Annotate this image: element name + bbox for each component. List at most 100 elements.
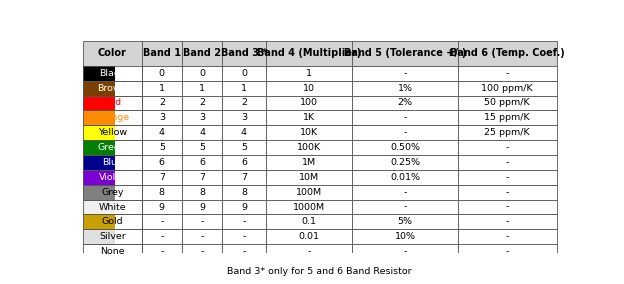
Text: 3: 3 <box>241 113 247 122</box>
Bar <box>115 140 142 155</box>
Text: 3: 3 <box>199 113 205 122</box>
Bar <box>182 214 222 229</box>
Bar <box>83 200 115 214</box>
Bar <box>266 170 353 185</box>
Bar <box>182 140 222 155</box>
Bar <box>142 244 182 259</box>
Bar <box>83 110 142 125</box>
Bar <box>115 185 142 200</box>
Text: Blue: Blue <box>102 158 123 167</box>
Bar <box>353 214 457 229</box>
Text: 100K: 100K <box>297 143 321 152</box>
Bar <box>83 229 115 244</box>
Bar <box>457 41 557 66</box>
Bar <box>83 214 142 229</box>
Bar <box>222 81 266 95</box>
Bar <box>182 66 222 81</box>
Text: -: - <box>403 188 407 197</box>
Text: 7: 7 <box>199 173 205 182</box>
Text: White: White <box>99 202 126 212</box>
Bar <box>353 81 457 95</box>
Bar <box>266 214 353 229</box>
Bar <box>222 110 266 125</box>
Bar <box>266 185 353 200</box>
Text: 1M: 1M <box>302 158 316 167</box>
Text: 0.25%: 0.25% <box>390 158 420 167</box>
Text: -: - <box>403 113 407 122</box>
Text: Violet: Violet <box>99 173 125 182</box>
Text: Band 5 (Tolerance +/-): Band 5 (Tolerance +/-) <box>344 48 466 58</box>
Bar <box>266 110 353 125</box>
Bar <box>353 125 457 140</box>
Bar <box>182 155 222 170</box>
Bar <box>83 66 142 81</box>
Text: 25 ppm/K: 25 ppm/K <box>484 128 530 137</box>
Text: 15 ppm/K: 15 ppm/K <box>484 113 530 122</box>
Bar <box>83 95 142 110</box>
Bar <box>457 229 557 244</box>
Text: 2: 2 <box>199 99 205 107</box>
Bar <box>266 125 353 140</box>
Text: -: - <box>242 232 246 241</box>
Text: 8: 8 <box>159 188 165 197</box>
Bar <box>83 229 142 244</box>
Bar <box>222 214 266 229</box>
Bar <box>83 140 142 155</box>
Text: 7: 7 <box>159 173 165 182</box>
Bar <box>457 81 557 95</box>
Bar <box>115 66 142 81</box>
Text: 3: 3 <box>158 113 165 122</box>
Text: -: - <box>505 202 509 212</box>
Bar <box>182 229 222 244</box>
Bar <box>142 81 182 95</box>
Bar <box>266 244 353 259</box>
Bar <box>83 81 142 95</box>
Bar <box>83 155 142 170</box>
Text: -: - <box>403 247 407 256</box>
Bar <box>142 170 182 185</box>
Text: 8: 8 <box>199 188 205 197</box>
Text: 2: 2 <box>159 99 165 107</box>
Bar <box>353 185 457 200</box>
Bar <box>182 110 222 125</box>
Bar <box>83 185 115 200</box>
Text: -: - <box>200 232 204 241</box>
Bar <box>266 229 353 244</box>
Text: Band 6 (Temp. Coef.): Band 6 (Temp. Coef.) <box>450 48 565 58</box>
Bar <box>266 140 353 155</box>
Text: 0: 0 <box>241 69 247 78</box>
Bar <box>115 244 142 259</box>
Bar <box>457 214 557 229</box>
Text: 10: 10 <box>303 83 315 93</box>
Bar <box>83 244 142 259</box>
Bar <box>83 110 142 125</box>
Bar <box>83 155 142 170</box>
Bar <box>142 200 182 214</box>
Bar <box>115 81 142 95</box>
Text: -: - <box>505 69 509 78</box>
Text: Grey: Grey <box>101 188 124 197</box>
Bar <box>142 185 182 200</box>
Bar <box>83 140 142 155</box>
Bar <box>142 140 182 155</box>
Text: -: - <box>403 128 407 137</box>
Bar <box>222 185 266 200</box>
Bar <box>222 229 266 244</box>
Text: 7: 7 <box>241 173 247 182</box>
Bar <box>83 200 142 214</box>
Bar <box>142 41 182 66</box>
Bar <box>115 110 142 125</box>
Bar <box>83 185 142 200</box>
Bar <box>222 170 266 185</box>
Bar <box>353 41 457 66</box>
Text: 5: 5 <box>199 143 205 152</box>
Bar <box>353 155 457 170</box>
Bar <box>115 170 142 185</box>
Bar <box>83 140 115 155</box>
Bar <box>115 125 142 140</box>
Bar <box>182 244 222 259</box>
Bar <box>83 125 142 140</box>
Text: 5: 5 <box>241 143 247 152</box>
Bar <box>266 41 353 66</box>
Bar <box>83 229 142 244</box>
